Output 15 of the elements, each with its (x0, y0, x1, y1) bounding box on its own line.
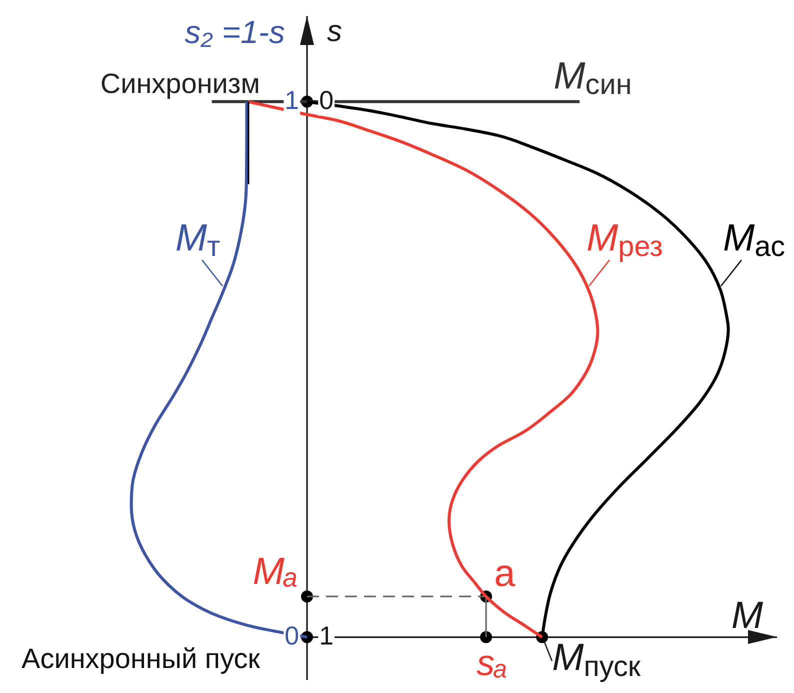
y2-tick-label: 0 (284, 620, 300, 650)
annotation: Mₐ (252, 551, 298, 594)
annotation: sₐ (476, 642, 508, 684)
x-axis-title: M (731, 595, 763, 638)
series-label: M$_{т}$ (175, 218, 220, 264)
y2-axis-title: s₂ =1-s (184, 14, 286, 50)
y2-tick-label: 1 (284, 84, 300, 115)
annotation: Синхронизм (100, 68, 260, 99)
annotation: a (494, 553, 516, 596)
series-label: M$_{син}$ (554, 55, 632, 101)
series-label: M$_{рез}$ (586, 218, 663, 264)
series-label: M$_{ас}$ (722, 218, 786, 264)
y-axis-title: s (327, 15, 342, 48)
annotation: Асинхронный пуск (22, 643, 260, 674)
annotation: M$_{пуск}$ (552, 637, 641, 683)
